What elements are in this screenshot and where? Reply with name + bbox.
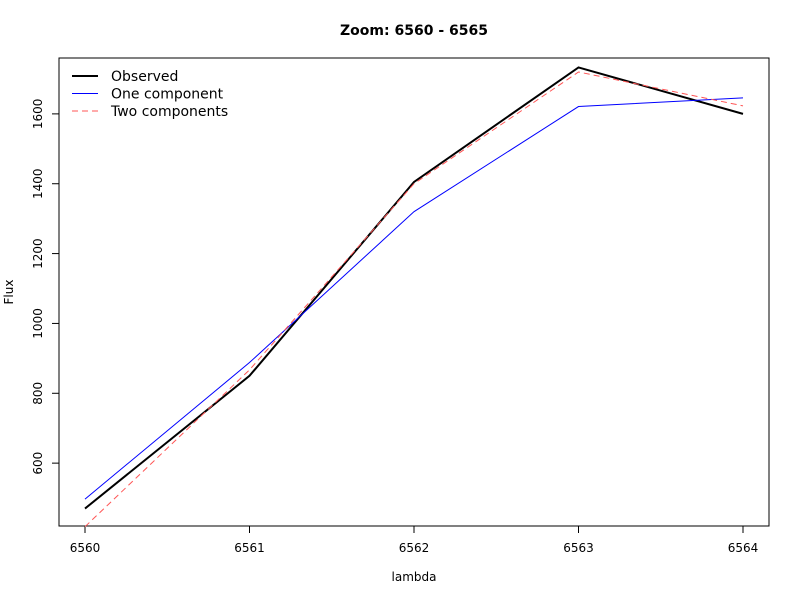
- chart-title: Zoom: 6560 - 6565: [340, 23, 488, 39]
- x-tick-label: 6562: [399, 541, 430, 555]
- y-axis: 600 800 1000 1200 1400 1600: [31, 99, 59, 475]
- legend-label: Observed: [111, 69, 178, 85]
- y-tick-label: 600: [31, 452, 45, 475]
- x-tick-label: 6560: [70, 541, 101, 555]
- x-tick-label: 6564: [728, 541, 759, 555]
- x-axis: 6560 6561 6562 6563 6564: [70, 526, 759, 555]
- plot-frame: [58, 57, 770, 527]
- y-tick-label: 1400: [31, 168, 45, 199]
- y-tick-label: 1200: [31, 238, 45, 269]
- legend-label: Two components: [110, 104, 228, 120]
- legend-label: One component: [111, 87, 224, 103]
- x-tick-label: 6563: [563, 541, 594, 555]
- y-tick-label: 1600: [31, 99, 45, 130]
- x-tick-label: 6561: [234, 541, 265, 555]
- y-axis-label: Flux: [2, 280, 16, 305]
- x-axis-label: lambda: [392, 570, 437, 584]
- y-tick-label: 1000: [31, 308, 45, 339]
- series-line-two-components: [84, 71, 744, 528]
- series-line-one-component: [84, 97, 744, 500]
- y-tick-label: 800: [31, 382, 45, 405]
- series-layer: [84, 66, 744, 528]
- series-line-observed: [84, 66, 744, 510]
